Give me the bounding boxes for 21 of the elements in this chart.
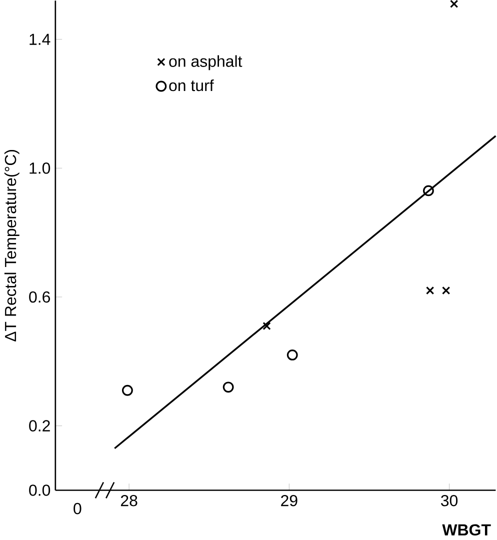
text: 0 — [74, 502, 82, 514]
point — [450, 0, 458, 8]
legend-label: on asphalt — [169, 55, 242, 70]
y-tick-label: 0.0 — [29, 484, 50, 496]
point — [287, 349, 298, 360]
x-tick-label: 28 — [121, 494, 138, 506]
legend-label: on turf — [169, 79, 214, 92]
y-tick-label: 0.6 — [29, 291, 50, 303]
point — [423, 185, 434, 196]
point — [442, 286, 450, 295]
x-tick-label: 30 — [441, 494, 458, 506]
point — [122, 384, 134, 396]
point — [426, 286, 434, 295]
x-tick-label: 29 — [281, 494, 298, 506]
y-tick-label: 0.2 — [29, 420, 50, 432]
y-tick-label: 1.4 — [30, 34, 50, 45]
y-axis-title: ΔT Rectal Temperature(°C) — [4, 150, 20, 342]
point — [223, 382, 234, 393]
y-tick-label: 1.0 — [30, 162, 50, 174]
point — [262, 322, 272, 330]
x-axis-title: WBGT — [442, 524, 492, 536]
